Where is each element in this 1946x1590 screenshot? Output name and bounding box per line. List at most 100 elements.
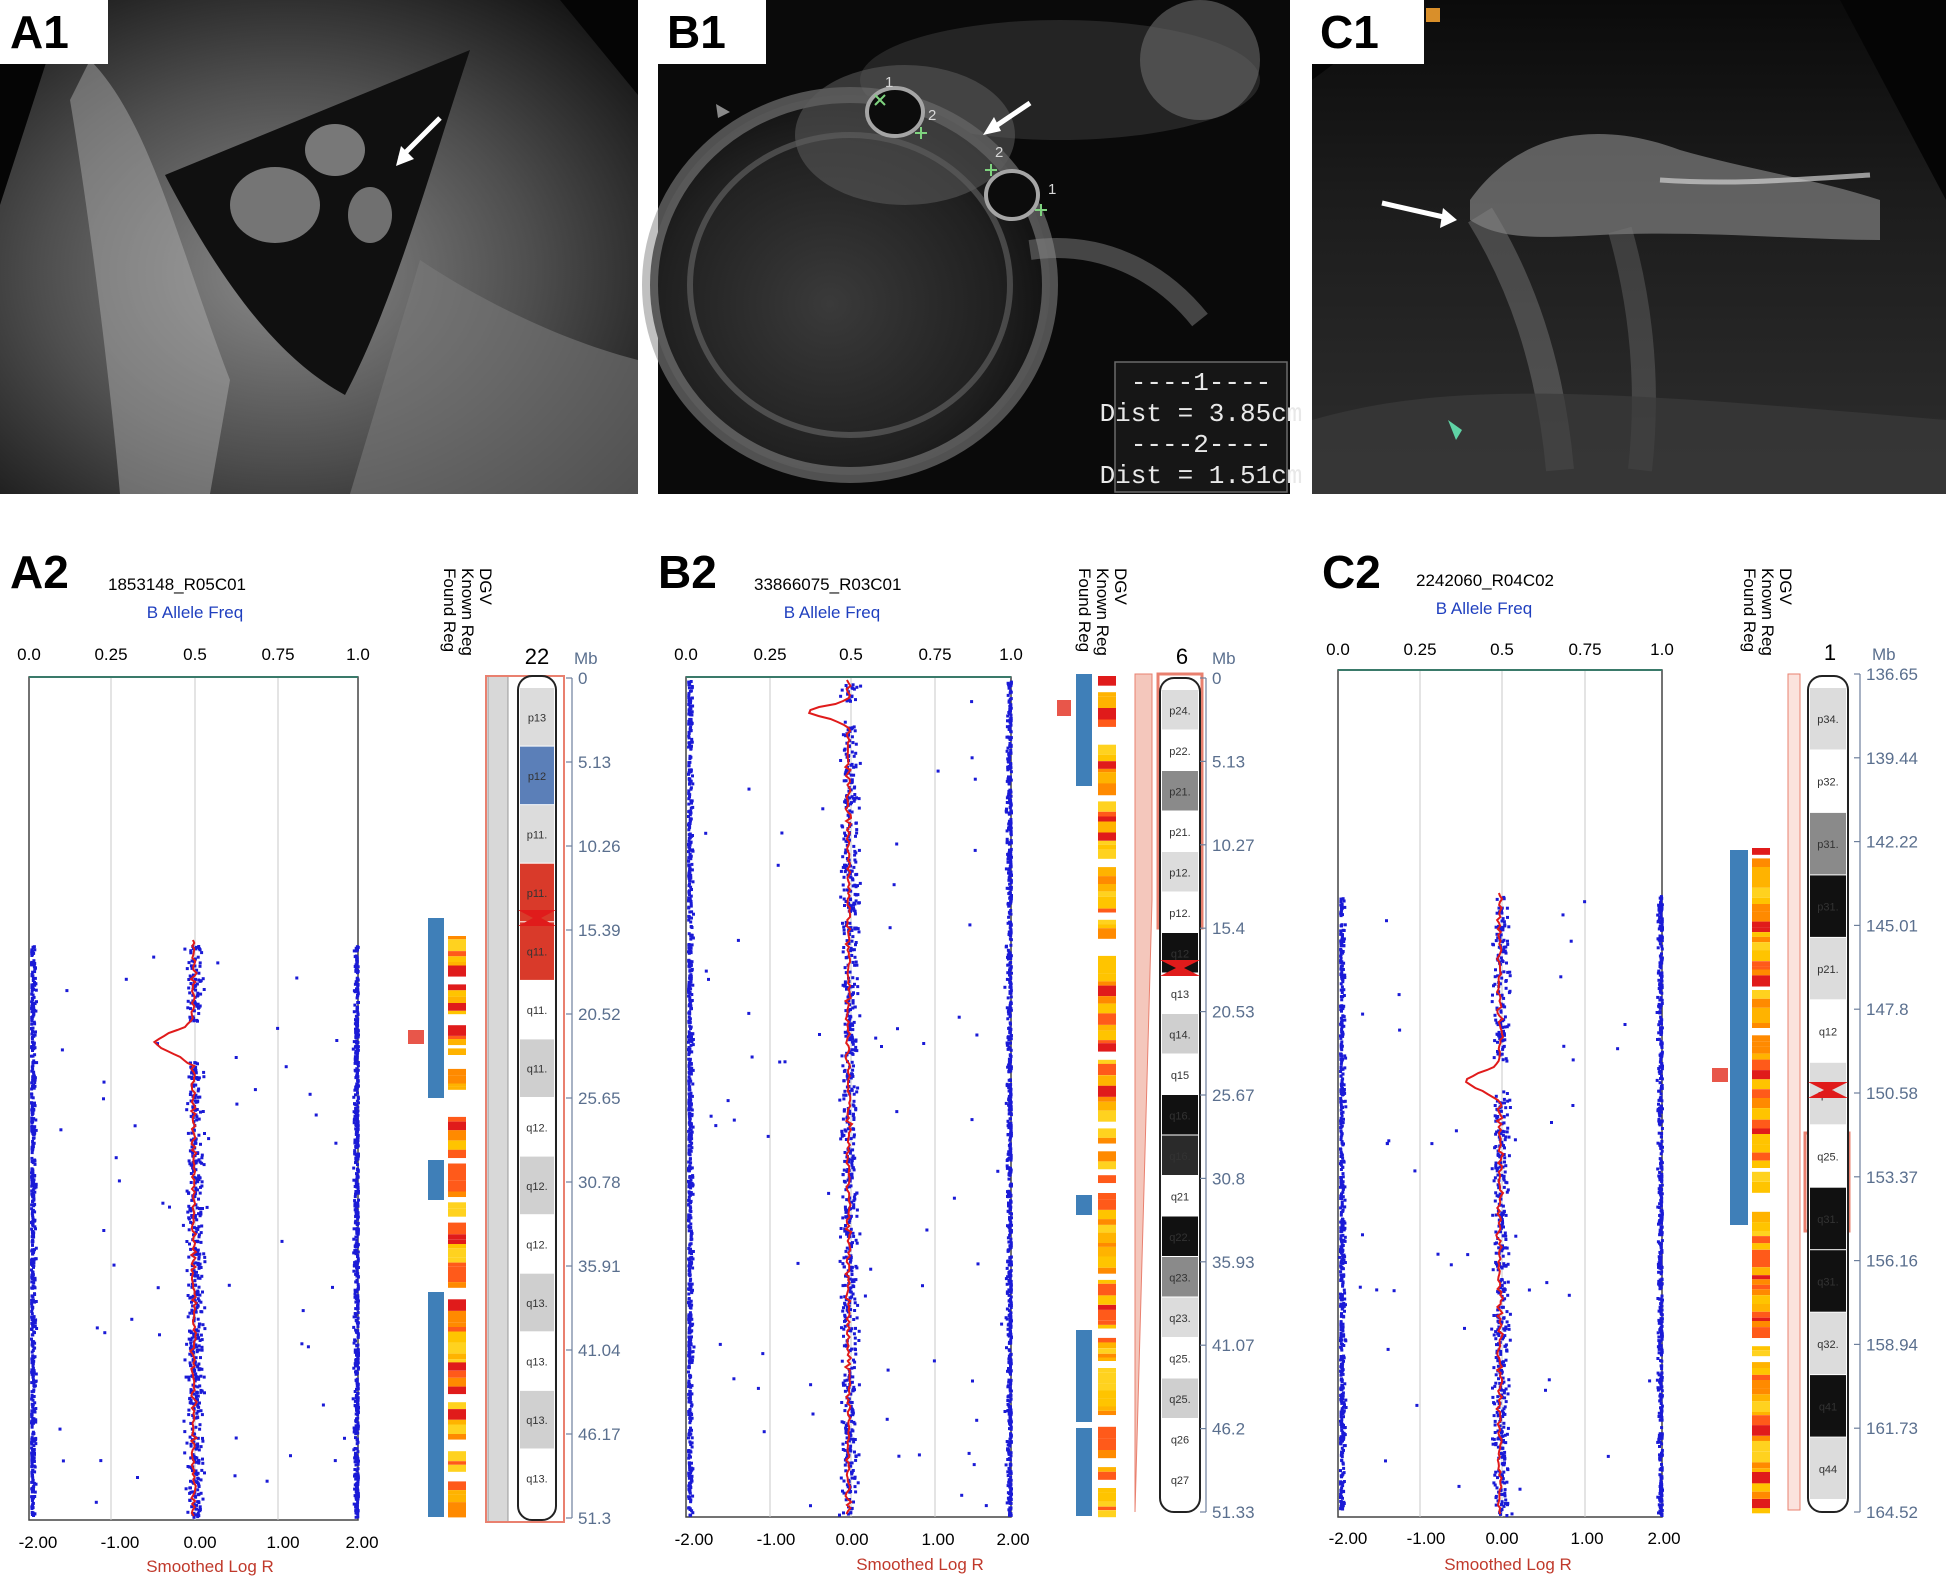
baf-point xyxy=(355,1280,359,1284)
baf-point xyxy=(197,1344,201,1348)
baf-point xyxy=(356,1396,360,1400)
baf-point xyxy=(33,1159,37,1163)
baf-point xyxy=(688,1175,692,1178)
baf-point xyxy=(30,1490,34,1494)
baf-point xyxy=(352,949,356,953)
baf-point xyxy=(1008,1427,1011,1431)
baf-point xyxy=(353,1141,357,1145)
baf-point xyxy=(849,1308,853,1312)
baf-point xyxy=(32,1043,36,1047)
baf-point xyxy=(189,1090,193,1094)
baf-point xyxy=(355,1269,359,1273)
baf-point xyxy=(849,994,853,998)
baf-point xyxy=(30,1065,34,1069)
baf-point xyxy=(1499,1226,1503,1230)
baf-point xyxy=(202,1075,206,1079)
baf-point xyxy=(688,742,692,746)
baf-point xyxy=(851,1387,855,1391)
baf-point xyxy=(1010,811,1013,815)
baf-point xyxy=(355,945,359,949)
baf-point xyxy=(353,1390,357,1393)
logr-tick: -1.00 xyxy=(757,1530,796,1549)
dgv-segment xyxy=(1098,1510,1116,1518)
baf-point xyxy=(33,976,37,980)
baf-point xyxy=(1009,1079,1012,1083)
baf-point xyxy=(689,1455,692,1459)
baf-point xyxy=(843,904,846,907)
baf-point xyxy=(1007,1009,1011,1013)
dgv-segment xyxy=(1098,1193,1116,1200)
baf-point xyxy=(30,1423,34,1427)
centromere xyxy=(1160,960,1200,976)
baf-point xyxy=(1007,1452,1011,1456)
baf-point xyxy=(1501,1254,1505,1258)
baf-point xyxy=(1007,755,1011,759)
band-label: q26 xyxy=(1171,1434,1189,1446)
baf-point xyxy=(844,1249,848,1253)
baf-point xyxy=(189,1444,193,1448)
baf-point xyxy=(1497,990,1501,994)
baf-point xyxy=(850,1366,854,1370)
dgv-segment xyxy=(1098,924,1116,929)
baf-point xyxy=(31,1364,35,1368)
baf-point xyxy=(688,1338,691,1342)
baf-point xyxy=(353,1312,357,1315)
baf-point xyxy=(687,874,691,878)
baf-point xyxy=(31,1503,35,1507)
baf-point xyxy=(688,910,692,914)
baf-point xyxy=(183,947,187,951)
baf-point xyxy=(688,1199,691,1203)
baf-point xyxy=(847,733,850,736)
baf-point xyxy=(853,797,857,801)
baf-point xyxy=(689,707,693,711)
baf-point xyxy=(30,1054,33,1058)
baf-point xyxy=(850,1327,854,1331)
baf-point xyxy=(32,1265,35,1269)
baf-point xyxy=(1007,826,1011,830)
baf-point xyxy=(194,1261,198,1265)
baf-point xyxy=(687,1030,691,1034)
baf-point xyxy=(692,912,695,916)
baf-point xyxy=(850,780,854,784)
baf-point xyxy=(354,1490,358,1494)
baf-point xyxy=(354,1014,358,1018)
baf-point xyxy=(849,889,853,893)
baf-point xyxy=(196,1317,200,1321)
baf-point xyxy=(1009,1304,1013,1308)
baf-point xyxy=(1008,742,1012,745)
baf-point xyxy=(191,1490,195,1494)
baf-point xyxy=(354,1235,358,1239)
baf-point xyxy=(1004,945,1008,949)
baf-point xyxy=(1009,928,1013,932)
baf-point xyxy=(688,848,692,852)
baf-point xyxy=(687,1354,691,1358)
dgv-segment xyxy=(448,1063,466,1069)
baf-point xyxy=(844,1034,848,1038)
baf-point xyxy=(1006,854,1010,858)
chromosome-band xyxy=(1162,1054,1198,1094)
baf-point xyxy=(849,788,853,792)
baf-point xyxy=(189,1466,193,1470)
baf-point xyxy=(689,810,693,813)
panel-label-c2: C2 xyxy=(1322,546,1381,598)
baf-point xyxy=(189,1181,193,1184)
baf-point xyxy=(846,692,850,696)
baf-point xyxy=(195,1206,199,1210)
baf-point xyxy=(356,1411,360,1415)
baf-point xyxy=(841,950,845,954)
baf-point xyxy=(31,1148,35,1152)
baf-point xyxy=(355,1209,359,1212)
baf-point xyxy=(189,975,193,979)
baf-point xyxy=(984,1504,988,1508)
baf-point xyxy=(689,806,693,810)
baf-point xyxy=(198,1505,202,1509)
baf-point xyxy=(354,1252,358,1256)
baf-point xyxy=(844,1224,847,1227)
baf-point xyxy=(194,1192,198,1196)
dgv-segment xyxy=(448,1244,466,1249)
baf-point xyxy=(1008,1321,1012,1325)
baf-point xyxy=(1009,1440,1013,1443)
baf-point xyxy=(688,1468,692,1472)
baf-point xyxy=(1007,1457,1011,1461)
baf-point xyxy=(198,1276,202,1280)
